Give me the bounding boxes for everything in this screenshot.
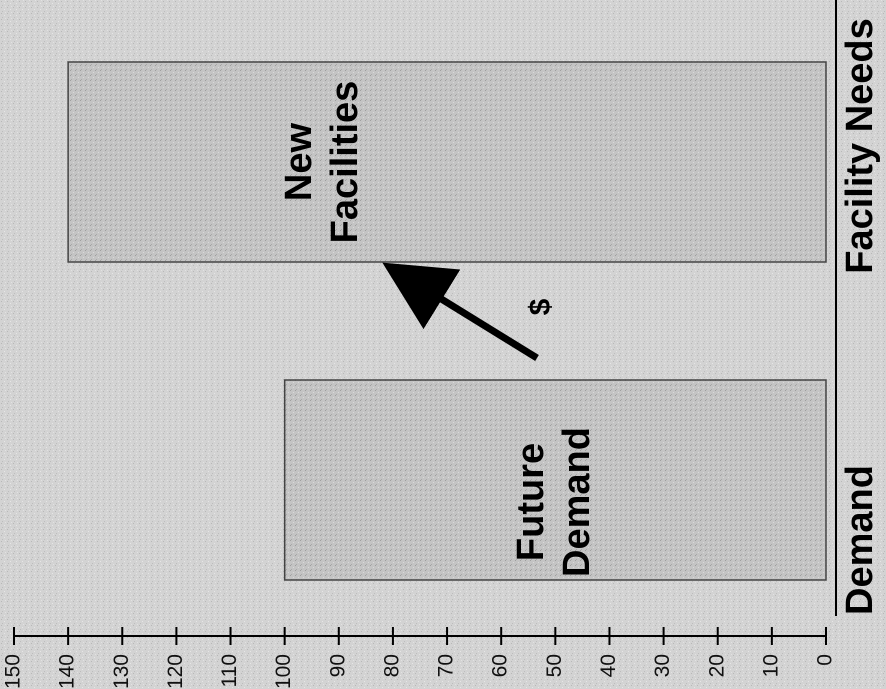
tick-label: 100	[272, 654, 295, 689]
category-label: Demand	[839, 465, 881, 615]
tick-label: 110	[218, 654, 241, 687]
tick-label: 50	[543, 654, 566, 677]
tick-label: 30	[651, 654, 674, 677]
tick-label: 60	[489, 654, 512, 677]
tick-label: 140	[56, 654, 79, 689]
tick-label: 10	[759, 654, 782, 677]
bar-label: Future	[510, 443, 552, 561]
tick-label: 130	[110, 654, 133, 689]
category-label: Facility Needs	[839, 18, 881, 274]
tick-label: 70	[435, 654, 458, 677]
tick-label: 40	[597, 654, 620, 677]
bar	[283, 379, 827, 581]
tick-label: 120	[164, 654, 187, 689]
bar-label: New	[278, 122, 320, 201]
annotation-arrow	[382, 262, 539, 361]
bar	[67, 61, 827, 263]
tick-label: 80	[380, 654, 403, 677]
tick-label: 20	[705, 654, 728, 677]
tick-label: 0	[814, 654, 837, 666]
annotation-label: $	[524, 298, 557, 315]
bar-label: Facilities	[324, 81, 366, 244]
tick-label: 90	[326, 654, 349, 677]
bar-label: Demand	[556, 427, 598, 577]
tick-label: 150	[2, 654, 25, 689]
